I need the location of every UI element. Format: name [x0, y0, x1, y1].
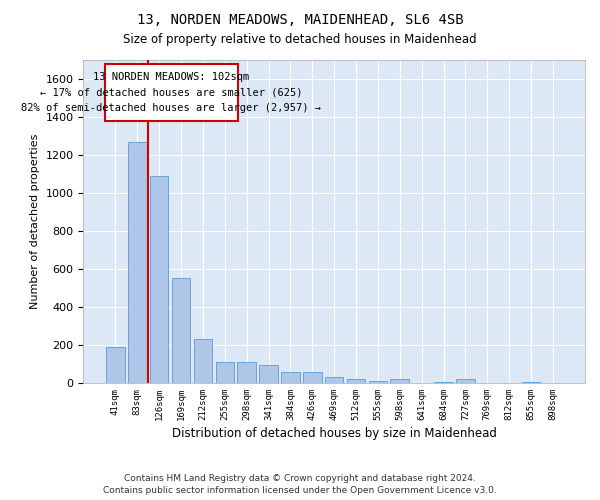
Bar	[281, 372, 300, 383]
Bar	[434, 382, 453, 383]
Bar	[128, 142, 146, 383]
Bar	[303, 372, 322, 383]
Bar	[194, 340, 212, 383]
Text: 13, NORDEN MEADOWS, MAIDENHEAD, SL6 4SB: 13, NORDEN MEADOWS, MAIDENHEAD, SL6 4SB	[137, 12, 463, 26]
Bar	[325, 377, 343, 383]
FancyBboxPatch shape	[105, 64, 238, 121]
Bar	[150, 176, 169, 383]
Bar	[368, 381, 387, 383]
Bar	[172, 278, 190, 383]
Bar	[391, 379, 409, 383]
Bar	[456, 379, 475, 383]
Bar	[215, 362, 234, 383]
Text: Size of property relative to detached houses in Maidenhead: Size of property relative to detached ho…	[123, 32, 477, 46]
Bar	[106, 347, 125, 383]
Bar	[259, 365, 278, 383]
Text: Contains HM Land Registry data © Crown copyright and database right 2024.
Contai: Contains HM Land Registry data © Crown c…	[103, 474, 497, 495]
Text: 13 NORDEN MEADOWS: 102sqm
← 17% of detached houses are smaller (625)
82% of semi: 13 NORDEN MEADOWS: 102sqm ← 17% of detac…	[22, 72, 322, 113]
X-axis label: Distribution of detached houses by size in Maidenhead: Distribution of detached houses by size …	[172, 427, 497, 440]
Bar	[238, 362, 256, 383]
Bar	[522, 382, 541, 383]
Y-axis label: Number of detached properties: Number of detached properties	[30, 134, 40, 309]
Bar	[347, 379, 365, 383]
